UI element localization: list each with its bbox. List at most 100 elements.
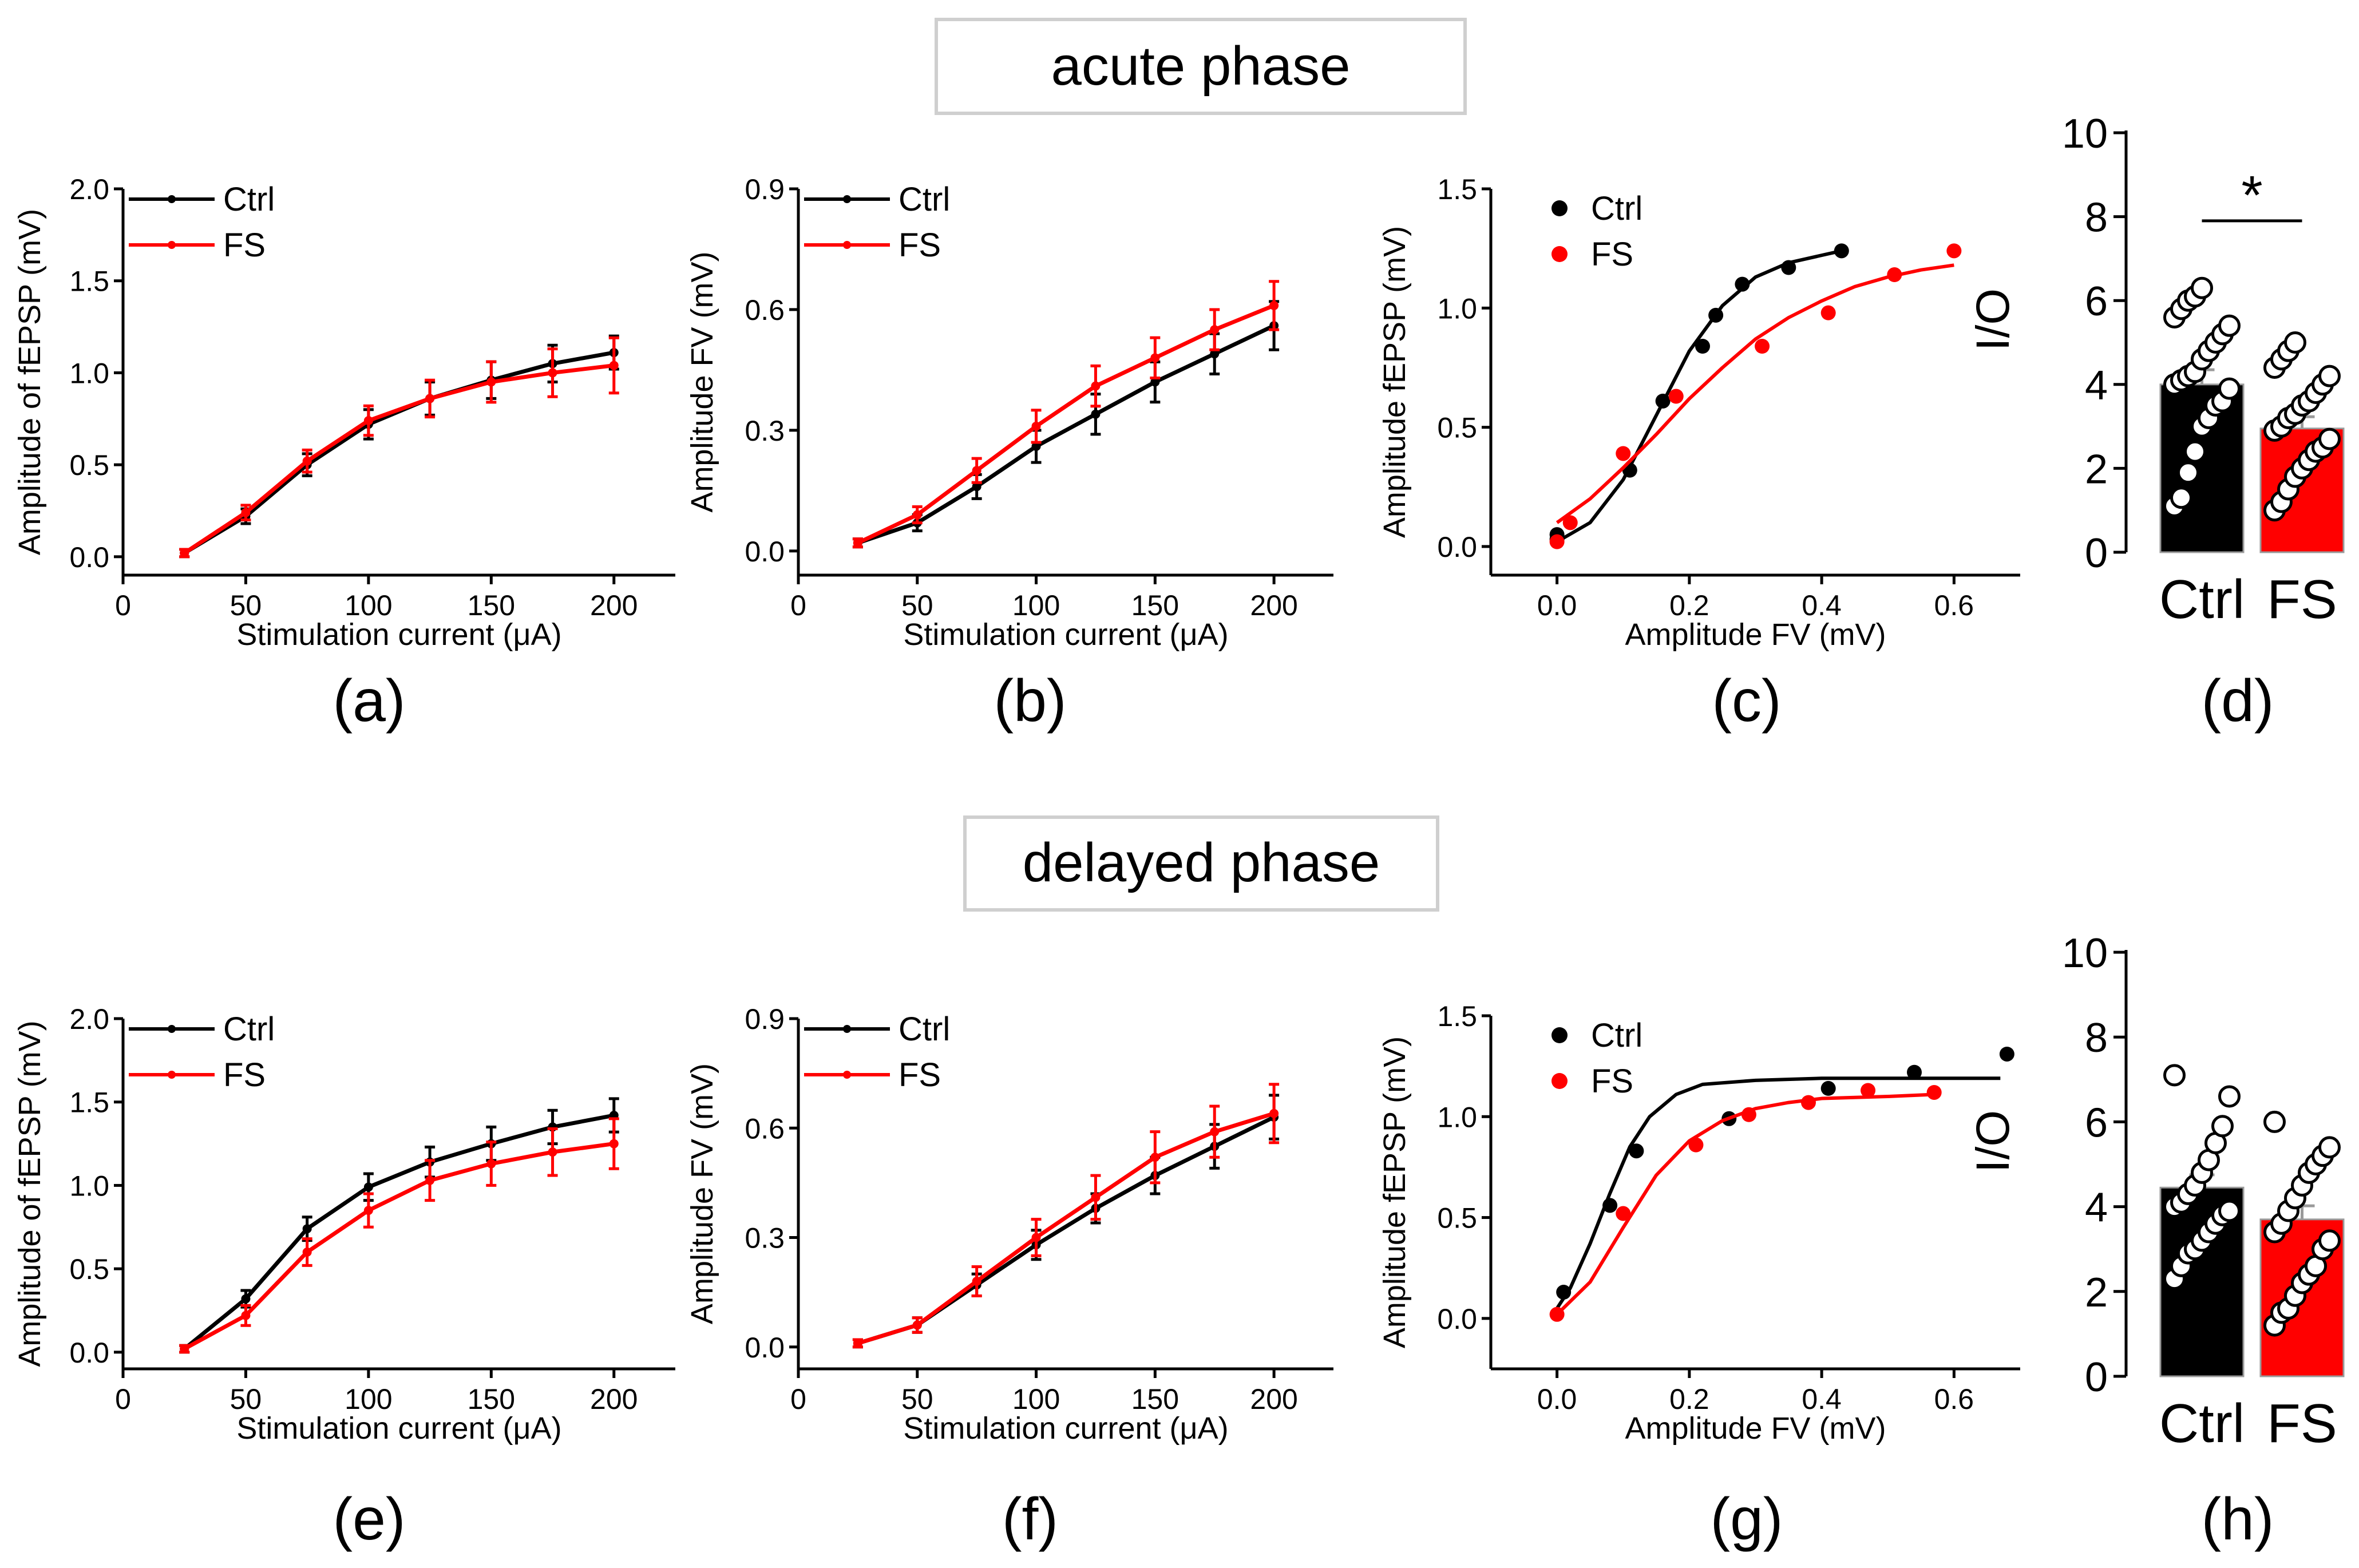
significance-star: * bbox=[2241, 165, 2262, 226]
data-point bbox=[241, 1294, 251, 1304]
y-tick-label: 2.0 bbox=[69, 1003, 109, 1035]
y-tick-label: 0.0 bbox=[1437, 1303, 1477, 1335]
y-tick-label: 0.0 bbox=[1437, 531, 1477, 563]
data-point bbox=[1031, 442, 1041, 451]
data-dot bbox=[2170, 486, 2192, 509]
data-point bbox=[1907, 1064, 1922, 1080]
data-dot bbox=[2177, 461, 2199, 484]
data-point bbox=[1820, 305, 1836, 320]
data-point bbox=[609, 361, 619, 370]
data-point bbox=[1210, 325, 1220, 335]
data-point bbox=[972, 482, 981, 492]
y-tick-label: 0.0 bbox=[745, 1332, 785, 1364]
y-tick-label: 0.5 bbox=[1437, 1202, 1477, 1234]
y-tick-label: 0.5 bbox=[69, 1253, 109, 1285]
delayed-phase-header: delayed phase bbox=[963, 815, 1439, 912]
x-tick-label: 0.6 bbox=[1934, 589, 1974, 621]
panel-b: 0 50 100 150 200 0.0 0.3 0.6 0.9 Stimulation curr… bbox=[685, 173, 1333, 734]
panel-label: (a) bbox=[333, 668, 405, 734]
data-dot bbox=[2218, 1085, 2241, 1108]
data-point bbox=[1999, 1046, 2014, 1062]
x-tick-label: 100 bbox=[345, 1383, 392, 1415]
y-axis-label: I/O bbox=[1967, 1110, 2019, 1173]
y-axis-label: Amplitude FV (mV) bbox=[685, 1063, 719, 1324]
x-axis-label: Stimulation current (μA) bbox=[236, 617, 561, 652]
data-point bbox=[241, 508, 251, 517]
data-point bbox=[1549, 534, 1565, 549]
data-point bbox=[1688, 1137, 1704, 1153]
fit-curve-fs bbox=[1555, 1092, 1934, 1316]
data-point bbox=[180, 1344, 189, 1354]
x-axis-label: Stimulation current (μA) bbox=[236, 1411, 561, 1446]
series-line-ctrl bbox=[857, 323, 1275, 545]
x-tick-label: 0 bbox=[790, 589, 806, 621]
category-label: FS bbox=[2267, 1393, 2337, 1454]
series-line-fs bbox=[857, 1111, 1275, 1345]
data-point bbox=[1562, 515, 1578, 530]
x-tick-label: 0.2 bbox=[1669, 1383, 1709, 1415]
data-point bbox=[1741, 1107, 1756, 1122]
x-tick-label: 0.4 bbox=[1802, 589, 1842, 621]
data-point bbox=[1695, 339, 1710, 354]
y-tick-label: 0.6 bbox=[745, 294, 785, 326]
x-axis-label: Amplitude FV (mV) bbox=[1625, 1411, 1886, 1446]
data-dot bbox=[2211, 1115, 2234, 1138]
panel-c: 0.0 0.2 0.4 0.6 0.0 0.5 1.0 1.5 Amplitude FV (mV… bbox=[1378, 173, 2020, 734]
data-point bbox=[1668, 389, 1684, 404]
x-tick-label: 200 bbox=[1250, 589, 1297, 621]
legend-marker bbox=[168, 1071, 176, 1079]
x-tick-label: 50 bbox=[901, 1383, 933, 1415]
x-axis-label: Stimulation current (μA) bbox=[903, 1411, 1228, 1446]
y-axis-label: Amplitude fEPSP (mV) bbox=[1378, 226, 1412, 538]
legend-marker bbox=[843, 1025, 851, 1033]
legend-label: FS bbox=[1591, 236, 1633, 273]
x-tick-label: 50 bbox=[230, 1383, 262, 1415]
x-tick-label: 150 bbox=[468, 589, 515, 621]
panel-label: (f) bbox=[1002, 1486, 1058, 1553]
panel-d: 0 2 4 6 8 10 I/O Ctrl FS * (d) bbox=[1967, 111, 2345, 734]
series-line-fs bbox=[183, 363, 615, 555]
data-point bbox=[1269, 300, 1279, 310]
panel-label: (h) bbox=[2201, 1486, 2274, 1553]
y-axis-label: Amplitude of fEPSP (mV) bbox=[13, 1020, 47, 1367]
y-tick-label: 6 bbox=[2085, 279, 2108, 324]
legend-marker bbox=[168, 241, 176, 249]
category-label: FS bbox=[2267, 569, 2337, 630]
series-line-ctrl bbox=[857, 1115, 1275, 1345]
x-tick-label: 150 bbox=[1131, 1383, 1179, 1415]
legend-label: Ctrl bbox=[1591, 1017, 1642, 1054]
data-point bbox=[1781, 260, 1796, 275]
panel-label: (b) bbox=[994, 668, 1066, 734]
y-tick-label: 0.9 bbox=[745, 173, 785, 205]
y-tick-label: 1.0 bbox=[69, 1170, 109, 1202]
x-tick-label: 50 bbox=[901, 589, 933, 621]
y-tick-label: 1.0 bbox=[1437, 292, 1477, 324]
y-tick-label: 0.3 bbox=[745, 1222, 785, 1254]
y-tick-label: 8 bbox=[2085, 195, 2108, 241]
acute-phase-header: acute phase bbox=[935, 18, 1467, 115]
data-dot bbox=[2218, 377, 2241, 400]
series-line-ctrl bbox=[183, 1113, 615, 1351]
legend-marker bbox=[168, 195, 176, 203]
x-axis-label: Amplitude FV (mV) bbox=[1625, 617, 1886, 652]
y-tick-label: 6 bbox=[2085, 1100, 2108, 1146]
x-tick-label: 0 bbox=[115, 589, 131, 621]
data-point bbox=[1735, 276, 1750, 292]
legend-marker bbox=[843, 241, 851, 249]
y-tick-label: 8 bbox=[2085, 1015, 2108, 1061]
y-tick-label: 0.5 bbox=[69, 449, 109, 481]
legend-label: FS bbox=[223, 227, 266, 264]
x-tick-label: 0.0 bbox=[1537, 589, 1577, 621]
data-point bbox=[1150, 353, 1160, 363]
data-point bbox=[1091, 409, 1101, 419]
y-tick-label: 0 bbox=[2085, 1355, 2108, 1400]
legend-marker bbox=[1551, 1073, 1568, 1089]
data-point bbox=[1091, 1193, 1101, 1202]
y-axis-label: Amplitude fEPSP (mV) bbox=[1378, 1036, 1412, 1348]
panel-label: (d) bbox=[2201, 668, 2274, 734]
y-tick-label: 1.0 bbox=[1437, 1101, 1477, 1133]
fit-curve-fs bbox=[1555, 263, 1954, 524]
x-tick-label: 0.2 bbox=[1669, 589, 1709, 621]
category-label: Ctrl bbox=[2159, 569, 2245, 630]
y-axis-label: I/O bbox=[1967, 288, 2019, 351]
